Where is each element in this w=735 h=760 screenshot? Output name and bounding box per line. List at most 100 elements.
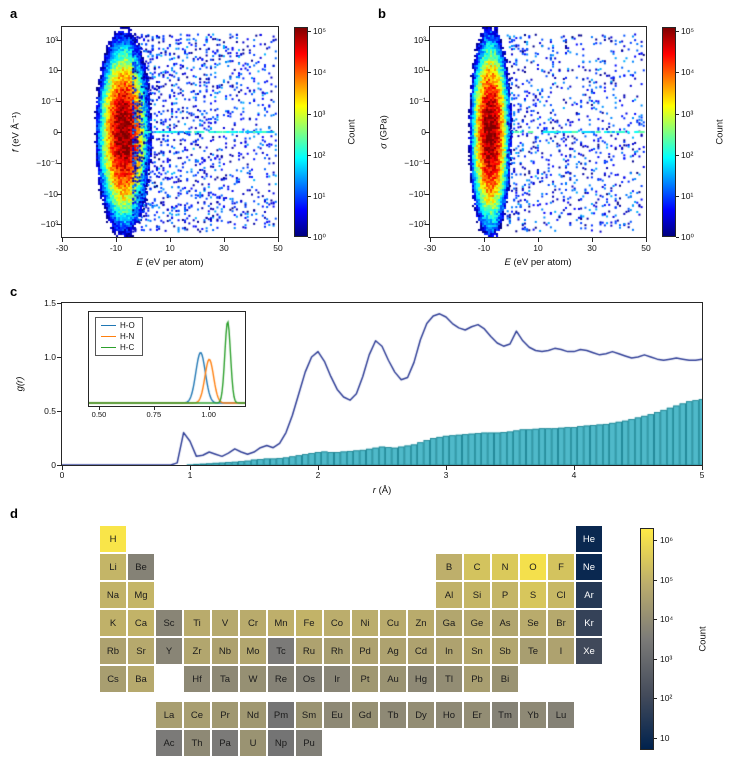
- element-cell-Mn: Mn: [268, 610, 294, 636]
- panel-b-x-tick: [484, 238, 485, 242]
- panel-b-x-tick: [646, 238, 647, 242]
- element-cell-Ce: Ce: [184, 702, 210, 728]
- panel-a-x-tick-label: 10: [165, 243, 175, 253]
- panel-b-heatmap-canvas: [430, 27, 646, 237]
- element-cell-Si: Si: [464, 582, 490, 608]
- panel-a-y-tick: [57, 70, 61, 72]
- panel-c-x-tick-label: 0: [59, 470, 65, 480]
- panel-a-colorbar-tick-label: 10³: [313, 108, 326, 119]
- element-cell-Kr: Kr: [576, 610, 602, 636]
- panel-c-y-tick: [57, 357, 61, 358]
- panel-b-colorbar-tick-label: 10⁰: [681, 232, 694, 242]
- panel-b-y-tick-label: 10⁻¹: [409, 96, 426, 107]
- panel-c-y-tick-label: 0: [51, 460, 56, 470]
- element-cell-Tm: Tm: [492, 702, 518, 728]
- element-cell-V: V: [212, 610, 238, 636]
- panel-b-y-tick: [425, 101, 429, 103]
- element-cell-Fe: Fe: [296, 610, 322, 636]
- panel-d-colorbar-tick: [654, 698, 657, 700]
- element-cell-Ne: Ne: [576, 554, 602, 580]
- panel-b-colorbar-tick-label: 10⁵: [681, 26, 694, 37]
- panel-b-y-tick-label: 0: [421, 127, 426, 137]
- element-cell-Na: Na: [100, 582, 126, 608]
- panel-c-x-tick: [318, 466, 319, 470]
- panel-c-y-tick-label: 0.5: [44, 406, 56, 416]
- panel-d-colorbar: [640, 528, 654, 750]
- element-cell-Rh: Rh: [324, 638, 350, 664]
- panel-a-colorbar-tick: [308, 195, 311, 197]
- panel-b-colorbar-tick: [676, 72, 679, 74]
- panel-a-heatmap-canvas: [62, 27, 278, 237]
- panel-a-x-var: E: [136, 257, 143, 268]
- panel-a-y-tick-label: 0: [53, 127, 58, 137]
- panel-b-colorbar-tick-label: 10³: [681, 108, 694, 119]
- panel-b-colorbar-tick: [676, 31, 679, 33]
- panel-c-inset-x-tick-label: 0.75: [146, 410, 162, 419]
- panel-c-inset-x-tick: [153, 407, 155, 410]
- panel-a-y-tick: [57, 193, 61, 195]
- element-cell-Tc: Tc: [268, 638, 294, 664]
- panel-b-x-tick-label: -10: [477, 243, 491, 253]
- panel-c-x-axis-label: r (Å): [373, 485, 391, 496]
- panel-d-colorbar-tick-label: 10⁶: [660, 534, 673, 545]
- panel-d-colorbar-tick-label: 10: [660, 733, 670, 743]
- element-cell-H: H: [100, 526, 126, 552]
- panel-a-y-tick-label: −10⁻¹: [36, 157, 58, 168]
- panel-c-y-var: g(r): [14, 376, 26, 392]
- panel-a-colorbar-tick-label: 10⁴: [313, 67, 327, 78]
- element-cell-Ga: Ga: [436, 610, 462, 636]
- panel-b-x-tick-label: 30: [587, 243, 597, 253]
- legend-label: H-N: [120, 332, 135, 341]
- panel-b-x-tick: [538, 238, 539, 242]
- element-cell-Os: Os: [296, 666, 322, 692]
- legend-line-swatch: [101, 325, 116, 326]
- element-cell-Er: Er: [464, 702, 490, 728]
- element-cell-Br: Br: [548, 610, 574, 636]
- panel-d-colorbar-label: Count: [697, 626, 709, 652]
- panel-b-y-tick-label: 10³: [413, 34, 426, 45]
- panel-c-y-tick-label: 1.0: [44, 352, 56, 362]
- panel-c-x-tick-label: 4: [571, 470, 577, 480]
- panel-a-colorbar-tick: [308, 31, 311, 33]
- element-cell-Be: Be: [128, 554, 154, 580]
- element-cell-As: As: [492, 610, 518, 636]
- panel-b-y-tick-label: −10³: [408, 219, 426, 230]
- element-cell-Se: Se: [520, 610, 546, 636]
- element-cell-Gd: Gd: [352, 702, 378, 728]
- panel-c-y-tick-label: 1.5: [44, 298, 56, 308]
- element-cell-Ti: Ti: [184, 610, 210, 636]
- panel-b-colorbar-tick: [676, 195, 679, 197]
- panel-a-y-tick: [57, 101, 61, 103]
- legend-item: H-C: [101, 343, 135, 352]
- element-cell-Ac: Ac: [156, 730, 182, 756]
- legend-line-swatch: [101, 347, 116, 348]
- panel-c-y-tick: [57, 465, 61, 466]
- element-cell-Sb: Sb: [492, 638, 518, 664]
- element-cell-Ir: Ir: [324, 666, 350, 692]
- panel-a-x-tick: [62, 238, 63, 242]
- element-cell-In: In: [436, 638, 462, 664]
- element-cell-Np: Np: [268, 730, 294, 756]
- panel-b-y-tick: [425, 162, 429, 164]
- element-cell-F: F: [548, 554, 574, 580]
- legend-line-swatch: [101, 336, 116, 337]
- panel-a-x-tick-label: -10: [109, 243, 123, 253]
- element-cell-N: N: [492, 554, 518, 580]
- element-cell-K: K: [100, 610, 126, 636]
- panel-a-x-tick-label: 50: [273, 243, 283, 253]
- element-cell-P: P: [492, 582, 518, 608]
- element-cell-Pm: Pm: [268, 702, 294, 728]
- panel-a-colorbar-tick: [308, 154, 311, 156]
- panel-b-colorbar-tick-label: 10¹: [681, 190, 694, 201]
- panel-c-x-tick: [190, 466, 191, 470]
- panel-d-colorbar-tick-label: 10²: [660, 693, 673, 704]
- element-cell-Hf: Hf: [184, 666, 210, 692]
- panel-b-y-tick: [425, 193, 429, 195]
- panel-b-x-tick-label: 10: [533, 243, 543, 253]
- element-cell-Ni: Ni: [352, 610, 378, 636]
- panel-b-colorbar-tick: [676, 237, 679, 238]
- panel-d-colorbar-tick-label: 10⁴: [660, 614, 674, 625]
- element-cell-Cs: Cs: [100, 666, 126, 692]
- panel-b-x-tick: [430, 238, 431, 242]
- panel-a-colorbar-tick: [308, 72, 311, 74]
